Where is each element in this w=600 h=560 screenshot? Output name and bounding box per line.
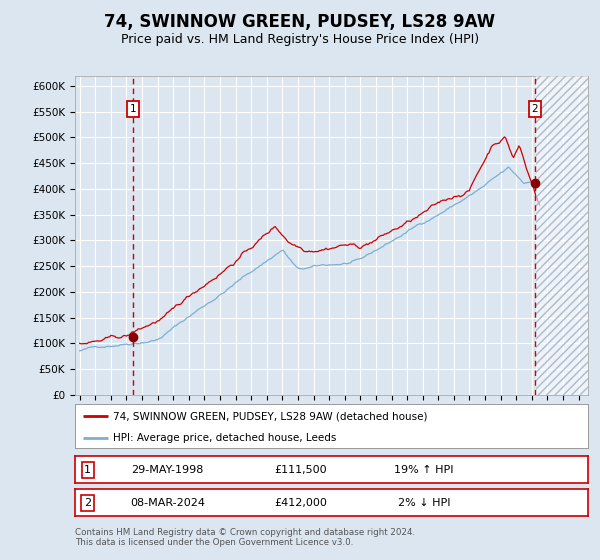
Text: Contains HM Land Registry data © Crown copyright and database right 2024.
This d: Contains HM Land Registry data © Crown c…: [75, 528, 415, 547]
Text: 1: 1: [130, 104, 136, 114]
Text: 08-MAR-2024: 08-MAR-2024: [130, 498, 205, 508]
Text: 2% ↓ HPI: 2% ↓ HPI: [398, 498, 450, 508]
Text: 2: 2: [84, 498, 91, 508]
Bar: [536, 68, 594, 398]
Text: HPI: Average price, detached house, Leeds: HPI: Average price, detached house, Leed…: [113, 433, 337, 444]
Text: 2: 2: [532, 104, 538, 114]
Bar: [536, 68, 594, 398]
Text: £412,000: £412,000: [274, 498, 327, 508]
Text: 1: 1: [85, 465, 91, 475]
Text: 29-MAY-1998: 29-MAY-1998: [131, 465, 203, 475]
Text: 74, SWINNOW GREEN, PUDSEY, LS28 9AW (detached house): 74, SWINNOW GREEN, PUDSEY, LS28 9AW (det…: [113, 411, 428, 421]
Text: 19% ↑ HPI: 19% ↑ HPI: [394, 465, 454, 475]
Text: 74, SWINNOW GREEN, PUDSEY, LS28 9AW: 74, SWINNOW GREEN, PUDSEY, LS28 9AW: [104, 13, 496, 31]
Text: Price paid vs. HM Land Registry's House Price Index (HPI): Price paid vs. HM Land Registry's House …: [121, 32, 479, 46]
Text: £111,500: £111,500: [274, 465, 327, 475]
